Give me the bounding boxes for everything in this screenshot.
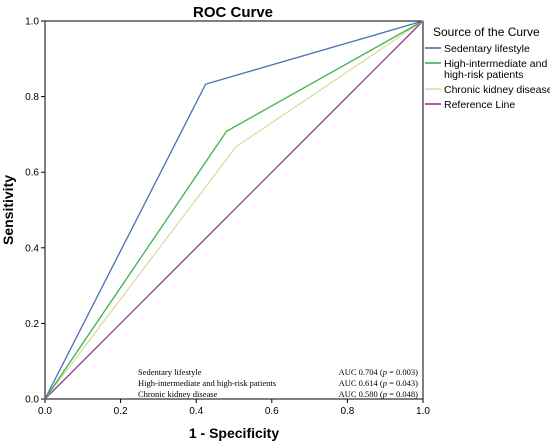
chart-title: ROC Curve	[193, 4, 273, 21]
y-tick-label: 0.6	[25, 168, 39, 179]
annotation-auc: AUC 0.580 (p = 0.048)	[339, 389, 419, 399]
annotation-label: Sedentary lifestyle	[138, 367, 202, 377]
annotation-label: Chronic kidney disease	[138, 389, 218, 399]
legend-label-chronic-kidney-disease: Chronic kidney disease	[444, 84, 550, 96]
series-line-reference-line	[44, 20, 424, 400]
legend-label-high-intermediate-and-high-risk-patients: high-risk patients	[444, 69, 523, 81]
series-line-sedentary-lifestyle	[44, 20, 424, 400]
legend-label-sedentary-lifestyle: Sedentary lifestyle	[444, 43, 530, 55]
legend-label-reference-line: Reference Line	[444, 99, 515, 111]
y-tick-label: 0.4	[25, 243, 39, 254]
y-axis-label: Sensitivity	[0, 175, 16, 245]
legend-title: Source of the Curve	[433, 25, 540, 39]
annotation-auc: AUC 0.614 (p = 0.043)	[339, 378, 419, 388]
series-line-high-intermediate-and-high-risk-patients	[44, 20, 424, 400]
x-tick-label: 0.0	[38, 406, 52, 417]
x-tick-label: 0.6	[265, 406, 279, 417]
x-tick-label: 0.8	[340, 406, 354, 417]
auc-annotations: Sedentary lifestyle AUC 0.704 (p = 0.003)…	[138, 367, 418, 399]
annotation-label: High-intermediate and high-risk patients	[138, 378, 276, 388]
y-tick-label: 0.2	[25, 319, 39, 330]
y-tick-label: 0.8	[25, 92, 39, 103]
x-axis-ticks: 0.0 0.2 0.4 0.6 0.8 1.0	[38, 399, 430, 417]
x-tick-label: 1.0	[416, 406, 430, 417]
y-tick-label: 1.0	[25, 17, 39, 28]
series-lines	[44, 20, 424, 400]
x-tick-label: 0.4	[189, 406, 203, 417]
legend-label-high-intermediate-and-high-risk-patients: High-intermediate and	[444, 58, 547, 70]
y-axis-ticks: 0.0 0.2 0.4 0.6 0.8 1.0	[25, 17, 45, 406]
x-axis-label: 1 - Specificity	[189, 425, 279, 441]
x-tick-label: 0.2	[114, 406, 128, 417]
annotation-auc: AUC 0.704 (p = 0.003)	[339, 367, 419, 377]
series-line-chronic-kidney-disease	[44, 20, 424, 400]
legend: Source of the Curve Sedentary lifestyle H…	[425, 25, 550, 111]
y-tick-label: 0.0	[25, 395, 39, 406]
